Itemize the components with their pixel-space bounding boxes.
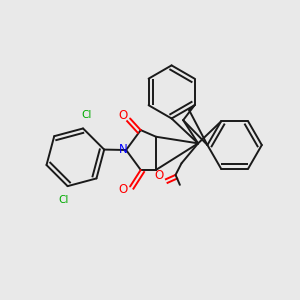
Text: O: O xyxy=(118,109,128,122)
Text: Cl: Cl xyxy=(82,110,92,120)
Text: N: N xyxy=(119,142,128,155)
Text: Cl: Cl xyxy=(59,195,69,205)
Text: O: O xyxy=(155,169,164,182)
Text: O: O xyxy=(118,183,128,196)
